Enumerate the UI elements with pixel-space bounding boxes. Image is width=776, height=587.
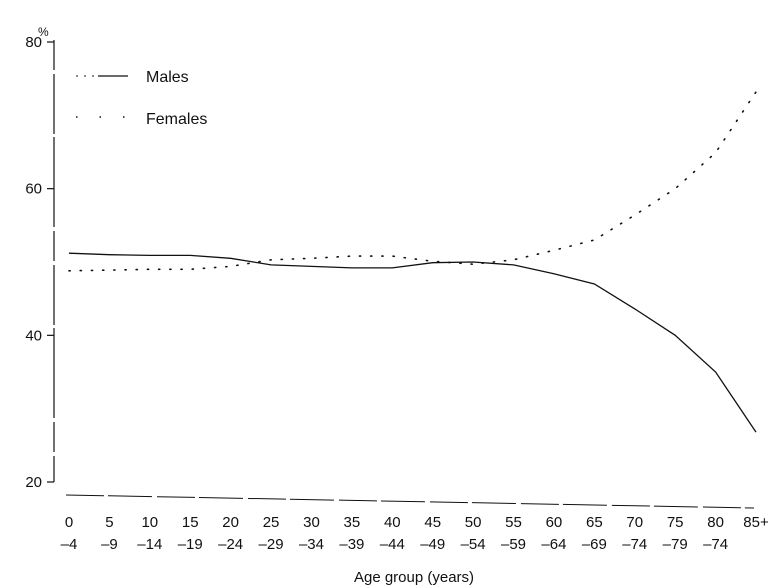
x-tick-label-end: –19: [178, 536, 203, 553]
y-tick-label: 60: [25, 181, 42, 198]
x-tick-label-end: –29: [259, 536, 284, 553]
x-tick-label-start: 25: [263, 514, 280, 531]
x-ticks: 0 –4 5 –9 10 –14 15 –19 20 –24 25 –29 30 –34 35 –39 40 –4…: [61, 514, 769, 553]
x-tick-label-end: –64: [541, 536, 566, 553]
x-tick-label-start: 5: [105, 514, 113, 531]
x-tick-label-end: –39: [339, 536, 364, 553]
x-tick-label-end: –4: [61, 536, 78, 553]
x-tick-label-start: 65: [586, 514, 603, 531]
x-tick-label-start: 20: [222, 514, 239, 531]
bottom-dash-band-line: [65, 494, 755, 509]
y-ticks: 80 60 40 20: [25, 34, 54, 491]
x-tick-label-start: 10: [141, 514, 158, 531]
x-tick-label-start: 85+: [743, 514, 769, 531]
x-tick-label-end: –74: [622, 536, 647, 553]
legend: Males Females: [76, 69, 207, 128]
x-tick-label-end: –9: [101, 536, 118, 553]
y-tick-label: 20: [25, 474, 42, 491]
x-tick-label-end: –69: [582, 536, 607, 553]
x-tick-label-start: 70: [626, 514, 643, 531]
x-tick-label-end: –34: [299, 536, 324, 553]
series-lines: [68, 91, 757, 433]
x-axis-title: Age group (years): [354, 569, 474, 586]
x-tick-label-start: 60: [546, 514, 563, 531]
legend-label-males: Males: [146, 69, 189, 86]
x-tick-label-start: 30: [303, 514, 320, 531]
y-tick-label: 80: [25, 34, 42, 51]
y-tick-label: 40: [25, 327, 42, 344]
x-tick-label-start: 40: [384, 514, 401, 531]
x-tick-label-start: 45: [424, 514, 441, 531]
x-tick-label-start: 15: [182, 514, 199, 531]
x-tick-label-end: –14: [137, 536, 162, 553]
bottom-dash-band: [65, 494, 755, 509]
y-axis-unit-label: %: [38, 25, 49, 39]
x-tick-label-start: 0: [65, 514, 73, 531]
x-tick-label-start: 80: [707, 514, 724, 531]
x-tick-label-start: 75: [667, 514, 684, 531]
x-tick-label-end: –44: [380, 536, 405, 553]
x-tick-label-start: 55: [505, 514, 522, 531]
x-tick-label-end: –79: [663, 536, 688, 553]
x-tick-label-end: –54: [461, 536, 486, 553]
x-tick-label-start: 50: [465, 514, 482, 531]
x-tick-label-end: –24: [218, 536, 243, 553]
axes: % Age group (years): [38, 25, 474, 586]
x-tick-label-end: –59: [501, 536, 526, 553]
series-line-males: [68, 252, 757, 433]
x-tick-label-start: 35: [344, 514, 361, 531]
x-tick-label-end: –74: [703, 536, 728, 553]
x-tick-label-end: –49: [420, 536, 445, 553]
legend-label-females: Females: [146, 111, 207, 128]
